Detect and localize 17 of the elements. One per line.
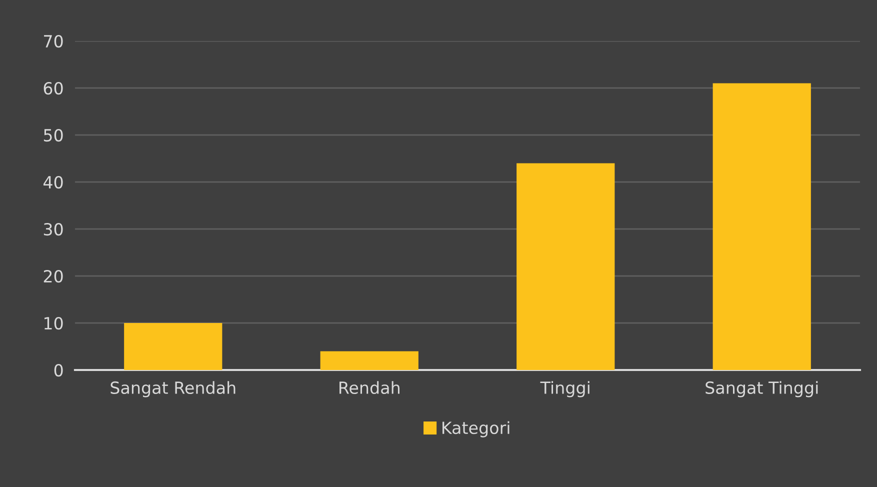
- y-tick-label: 20: [44, 270, 63, 283]
- y-tick-label: 0: [54, 364, 63, 377]
- x-tick-label: Sangat Tinggi: [706, 381, 818, 398]
- x-tick-label: Tinggi: [540, 381, 590, 398]
- bar: [320, 351, 418, 370]
- bar: [712, 83, 811, 370]
- y-tick-label: 10: [44, 316, 63, 330]
- y-tick-label: 60: [44, 82, 63, 95]
- y-tick-label: 30: [44, 222, 63, 236]
- x-tick-label: Sangat Rendah: [110, 381, 236, 398]
- legend-label: Kategori: [442, 421, 510, 438]
- bar: [516, 163, 615, 370]
- y-tick-label: 50: [44, 128, 63, 142]
- y-tick-label: 40: [43, 176, 63, 189]
- bar: [124, 323, 222, 370]
- y-tick-label: 70: [44, 34, 63, 48]
- x-tick-label: Rendah: [340, 381, 400, 394]
